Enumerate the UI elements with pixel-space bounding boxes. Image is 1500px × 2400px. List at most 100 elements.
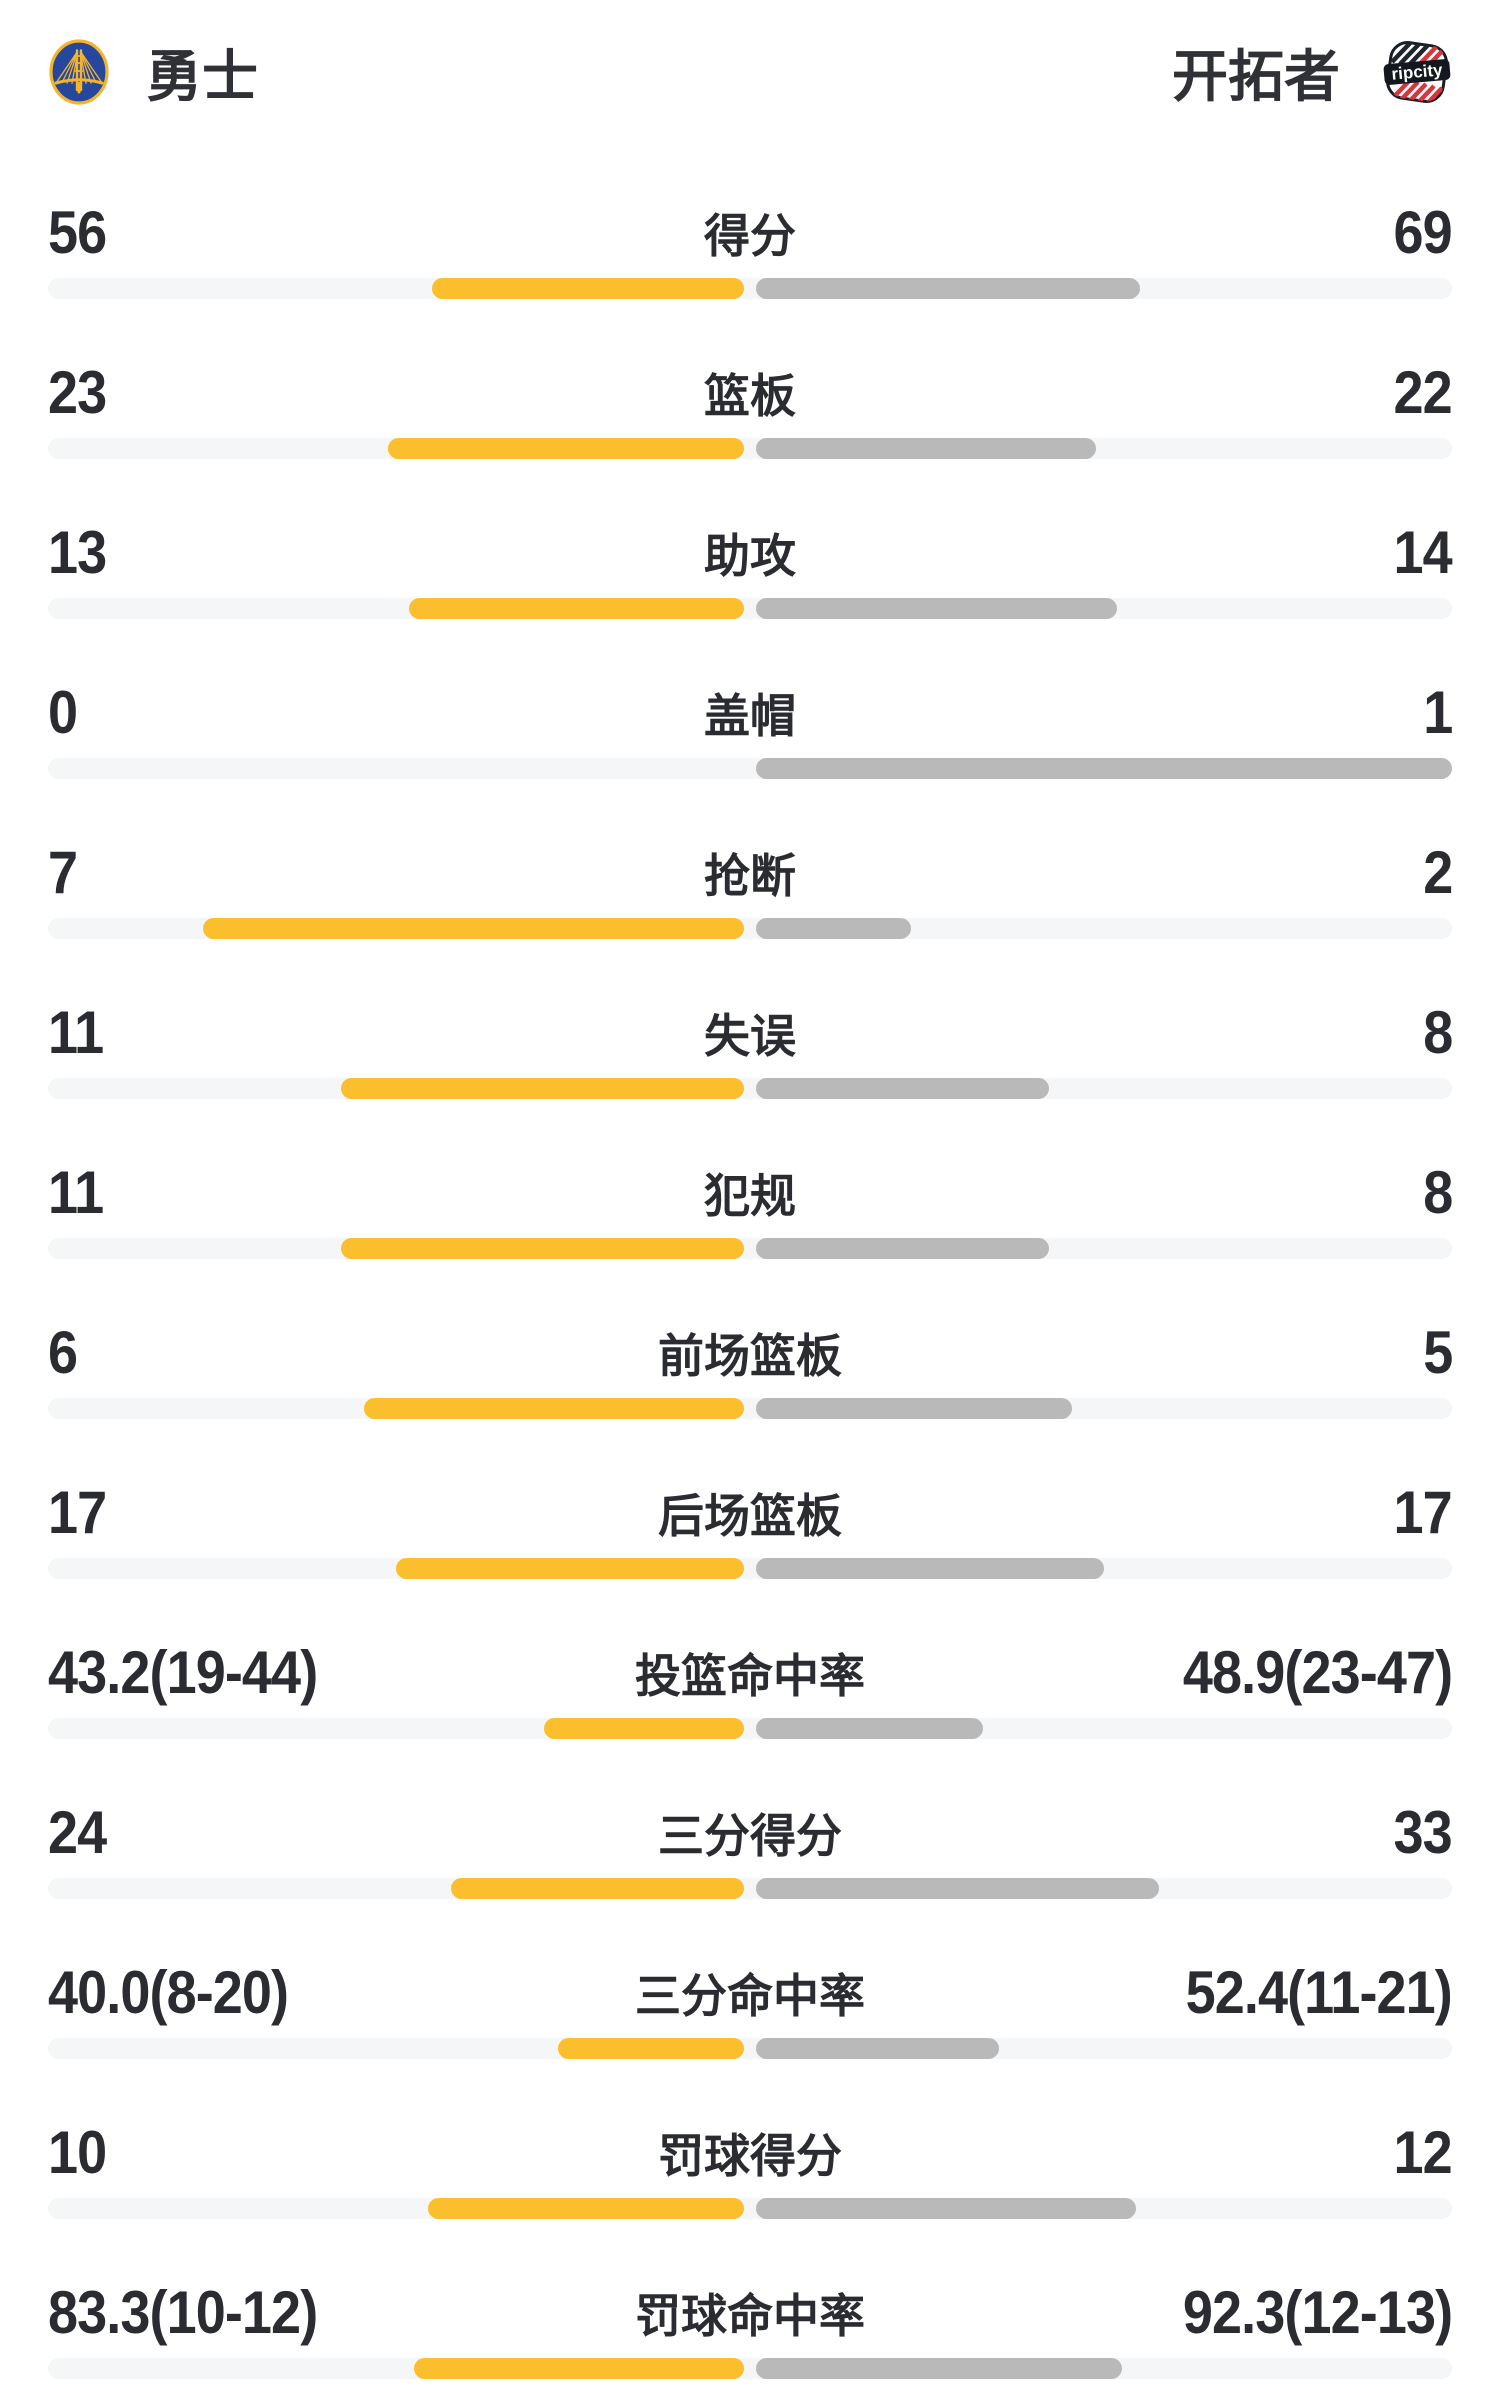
- stat-row-text: 83.3(10-12) 罚球命中率 92.3(12-13): [48, 2279, 1453, 2346]
- stat-row-2: 23 篮板 22: [48, 359, 1453, 459]
- home-stat-value: 0: [48, 679, 78, 746]
- away-stat-bar: [756, 1398, 1073, 1419]
- stat-row-text: 11 失误 8: [48, 999, 1453, 1066]
- home-stat-value: 40.0(8-20): [48, 1959, 289, 2026]
- stat-row-text: 10 罚球得分 12: [48, 2119, 1453, 2186]
- stat-row-text: 7 抢断 2: [48, 839, 1453, 906]
- warriors-bridge-logo-icon: [48, 38, 110, 106]
- stat-bar-track: [48, 918, 1452, 939]
- stat-label: 后场篮板: [658, 1490, 842, 1542]
- away-stat-value: 92.3(12-13): [1182, 2279, 1453, 2346]
- stat-row-1: 56 得分 69: [48, 199, 1453, 299]
- stat-row-5: 7 抢断 2: [48, 839, 1453, 939]
- home-stat-value: 83.3(10-12): [48, 2279, 318, 2346]
- stat-bar-track: [48, 1558, 1452, 1579]
- away-stat-value: 22: [1393, 359, 1453, 426]
- away-stat-value: 17: [1393, 1479, 1453, 1546]
- stat-row-10: 43.2(19-44) 投篮命中率 48.9(23-47): [48, 1639, 1453, 1739]
- ripcity-pinwheel-logo-icon: ripcity: [1382, 35, 1452, 109]
- home-stat-value: 10: [48, 2119, 107, 2186]
- home-stat-bar: [341, 1238, 744, 1259]
- away-stat-bar: [756, 1238, 1050, 1259]
- stat-row-text: 17 后场篮板 17: [48, 1479, 1453, 1546]
- home-stat-value: 13: [48, 519, 107, 586]
- home-team-header: 勇士: [48, 38, 258, 106]
- stat-bar-track: [48, 1078, 1452, 1099]
- stat-label: 犯规: [704, 1170, 796, 1222]
- stat-bar-track: [48, 1398, 1452, 1419]
- away-team-header: 开拓者: [1172, 35, 1452, 109]
- stat-label: 失误: [704, 1010, 796, 1062]
- away-stat-bar: [756, 1558, 1104, 1579]
- home-stat-bar: [396, 1558, 744, 1579]
- stat-bar-track: [48, 438, 1452, 459]
- stat-row-text: 23 篮板 22: [48, 359, 1453, 426]
- away-stat-bar: [756, 918, 911, 939]
- home-stat-value: 24: [48, 1799, 107, 1866]
- stat-row-13: 10 罚球得分 12: [48, 2119, 1453, 2219]
- away-stat-bar: [756, 2198, 1136, 2219]
- stat-bar-track: [48, 2358, 1452, 2379]
- ripcity-logo-wordmark: ripcity: [1391, 60, 1444, 83]
- stat-label: 三分得分: [658, 1810, 842, 1862]
- away-stat-bar: [756, 2038, 1000, 2059]
- home-stat-value: 56: [48, 199, 107, 266]
- stat-bar-track: [48, 1238, 1452, 1259]
- stat-row-11: 24 三分得分 33: [48, 1799, 1453, 1899]
- home-stat-bar: [543, 1718, 744, 1739]
- home-stat-value: 7: [48, 839, 78, 906]
- away-stat-bar: [756, 2358, 1122, 2379]
- away-stat-bar: [756, 1718, 983, 1739]
- stat-label: 盖帽: [704, 690, 796, 742]
- stats-rows: 56 得分 69 23 篮板 22 13 助攻 14: [48, 199, 1453, 2379]
- matchup-header: 勇士 开拓者: [48, 0, 1452, 112]
- away-stat-bar: [756, 278, 1141, 299]
- away-stat-value: 12: [1393, 2119, 1453, 2186]
- stat-row-14: 83.3(10-12) 罚球命中率 92.3(12-13): [48, 2279, 1453, 2379]
- stat-row-12: 40.0(8-20) 三分命中率 52.4(11-21): [48, 1959, 1453, 2059]
- home-stat-bar: [413, 2358, 744, 2379]
- stat-row-text: 11 犯规 8: [48, 1159, 1453, 1226]
- home-stat-value: 11: [48, 1159, 104, 1226]
- home-stat-value: 11: [48, 999, 104, 1066]
- away-stat-value: 48.9(23-47): [1182, 1639, 1453, 1706]
- home-stat-bar: [432, 278, 744, 299]
- away-stat-bar: [756, 1878, 1159, 1899]
- away-stat-value: 2: [1422, 839, 1453, 906]
- away-team-name: 开拓者: [1172, 45, 1340, 108]
- away-stat-value: 14: [1393, 519, 1453, 586]
- stat-bar-track: [48, 2198, 1452, 2219]
- home-stat-bar: [341, 1078, 744, 1099]
- away-stat-value: 5: [1422, 1319, 1453, 1386]
- away-stat-value: 69: [1393, 199, 1453, 266]
- stat-row-text: 40.0(8-20) 三分命中率 52.4(11-21): [48, 1959, 1453, 2026]
- stat-row-6: 11 失误 8: [48, 999, 1453, 1099]
- home-stat-bar: [364, 1398, 744, 1419]
- stat-bar-track: [48, 2038, 1452, 2059]
- stat-label: 投篮命中率: [635, 1650, 865, 1702]
- stat-label: 三分命中率: [635, 1970, 865, 2022]
- home-stat-bar: [202, 918, 744, 939]
- stat-row-4: 0 盖帽 1: [48, 679, 1453, 779]
- stat-label: 抢断: [704, 850, 796, 902]
- stat-bar-track: [48, 598, 1452, 619]
- stat-label: 前场篮板: [658, 1330, 842, 1382]
- home-stat-value: 23: [48, 359, 107, 426]
- home-stat-value: 43.2(19-44): [48, 1639, 318, 1706]
- stat-row-text: 56 得分 69: [48, 199, 1453, 266]
- stat-row-text: 43.2(19-44) 投篮命中率 48.9(23-47): [48, 1639, 1453, 1706]
- home-stat-value: 17: [48, 1479, 107, 1546]
- away-stat-value: 8: [1422, 1159, 1453, 1226]
- stat-bar-track: [48, 1718, 1452, 1739]
- stat-row-7: 11 犯规 8: [48, 1159, 1453, 1259]
- stat-bar-track: [48, 278, 1452, 299]
- stat-row-text: 6 前场篮板 5: [48, 1319, 1453, 1386]
- away-stat-bar: [756, 438, 1097, 459]
- home-stat-value: 6: [48, 1319, 78, 1386]
- stat-row-8: 6 前场篮板 5: [48, 1319, 1453, 1419]
- away-stat-bar: [756, 758, 1452, 779]
- stat-row-3: 13 助攻 14: [48, 519, 1453, 619]
- stat-row-text: 13 助攻 14: [48, 519, 1453, 586]
- stat-label: 篮板: [704, 370, 796, 422]
